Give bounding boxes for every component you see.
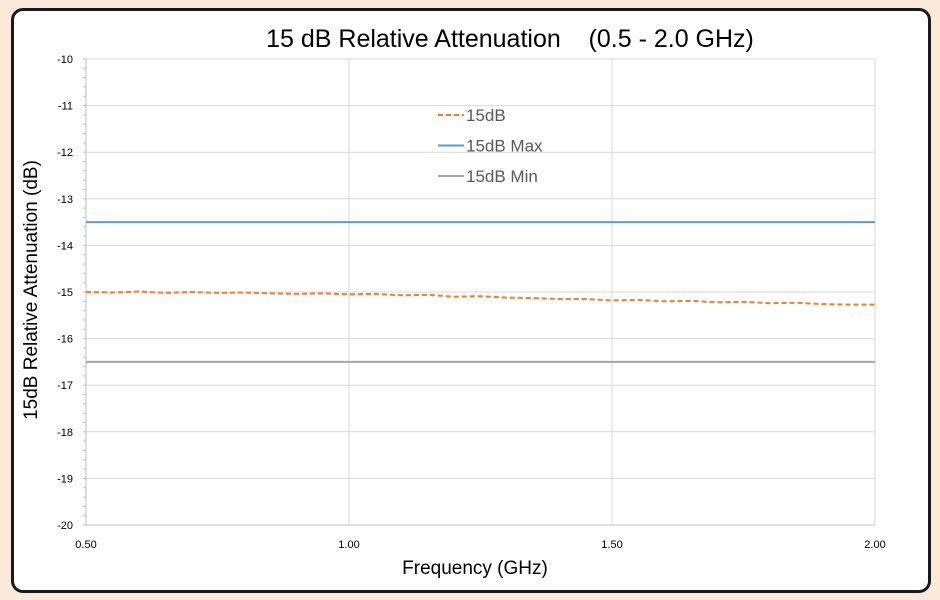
y-tick-label: -16 xyxy=(57,334,73,346)
legend-label: 15dB Max xyxy=(466,137,543,156)
y-tick-label: -17 xyxy=(57,380,73,392)
y-tick-label: -13 xyxy=(57,194,73,206)
y-tick-label: -19 xyxy=(57,473,73,485)
series-line-1 xyxy=(85,290,875,306)
x-tick-label: 2.00 xyxy=(864,539,885,551)
legend-label: 15dB Min xyxy=(466,167,538,186)
chart-title: 15 dB Relative Attenuation (0.5 - 2.0 GH… xyxy=(266,25,754,53)
tick-labels: -10 -11 -12 -13 -14 -15 -16 -17 -18 -19 -200.50 1.0… xyxy=(57,54,886,551)
gridlines xyxy=(86,58,876,525)
y-tick-label: -20 xyxy=(57,520,73,532)
x-tick-label: 0.50 xyxy=(75,539,96,551)
series-lines xyxy=(85,221,875,363)
y-tick-label: -11 xyxy=(58,101,73,113)
y-tick-label: -10 xyxy=(57,54,73,66)
y-tick-label: -18 xyxy=(57,427,73,439)
legend-label: 15dB xyxy=(466,106,506,125)
x-axis-label: Frequency (GHz) xyxy=(402,558,548,579)
x-tick-label: 1.50 xyxy=(601,539,622,551)
y-tick-label: -14 xyxy=(57,240,73,252)
x-tick-label: 1.00 xyxy=(338,539,359,551)
y-tick-label: -15 xyxy=(57,287,73,299)
y-axis-label: 15dB Relative Attenuation (dB) xyxy=(21,160,42,420)
y-tick-label: -12 xyxy=(57,147,73,159)
legend: 15dB 15dB Max 15dB Min xyxy=(438,106,543,186)
